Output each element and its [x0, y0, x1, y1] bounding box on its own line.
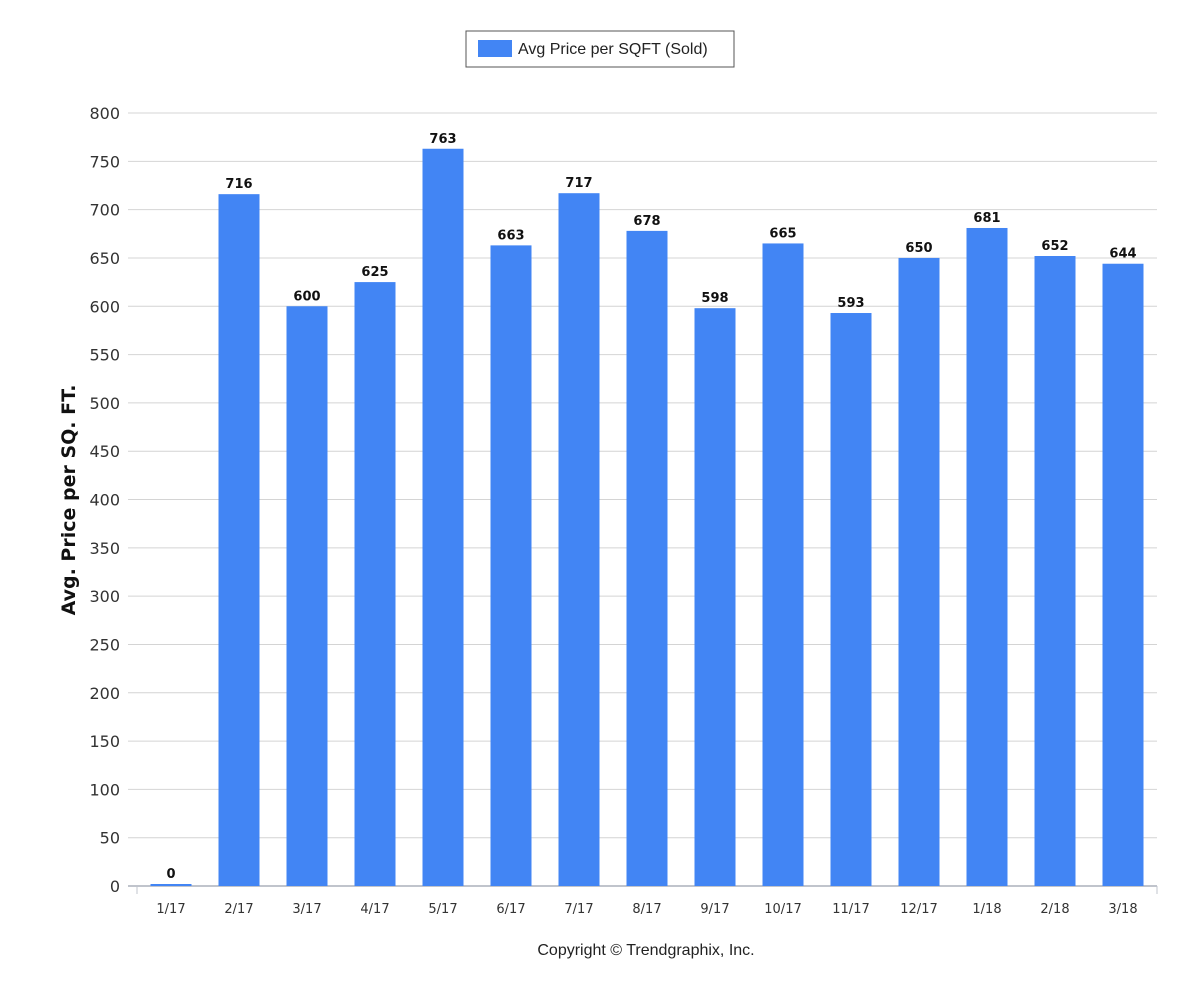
bar: [490, 245, 532, 887]
y-tick-label: 350: [89, 539, 120, 558]
legend[interactable]: Avg Price per SQFT (Sold): [465, 30, 735, 68]
y-tick-label: 50: [100, 829, 120, 848]
y-tick-label: 0: [110, 877, 120, 896]
bar: [694, 308, 736, 886]
y-tick-label: 100: [89, 780, 120, 799]
y-tick-label: 250: [89, 635, 120, 654]
data-label: 678: [633, 214, 660, 229]
y-tick-label: 450: [89, 442, 120, 461]
y-tick-label: 500: [89, 394, 120, 413]
data-label: 593: [837, 296, 864, 311]
data-label: 717: [565, 176, 592, 191]
x-tick-label: 9/17: [700, 902, 729, 917]
bar: [558, 193, 600, 887]
y-tick-label: 200: [89, 684, 120, 703]
data-label: 644: [1109, 247, 1136, 262]
y-tick-label: 300: [89, 587, 120, 606]
copyright-text: Copyright © Trendgraphix, Inc.: [537, 942, 754, 959]
x-tick-label: 4/17: [360, 902, 389, 917]
x-tick-label: 1/17: [156, 902, 185, 917]
x-axis-ticks: 1/17 2/17 3/17 4/17 5/17 6/17 7/17 8/17 9/17 10/1…: [156, 902, 1137, 917]
data-label: 598: [701, 291, 728, 306]
y-tick-label: 700: [89, 201, 120, 220]
y-tick-label: 150: [89, 732, 120, 751]
bar: [626, 230, 668, 886]
y-tick-label: 800: [89, 104, 120, 123]
bar: [966, 227, 1008, 886]
bar: [422, 148, 464, 887]
x-tick-label: 2/18: [1040, 902, 1069, 917]
x-tick-label: 10/17: [764, 902, 801, 917]
data-label: 625: [361, 265, 388, 280]
y-tick-label: 750: [89, 152, 120, 171]
bar: [286, 306, 328, 886]
x-tick-label: 6/17: [496, 902, 525, 917]
y-tick-label: 550: [89, 346, 120, 365]
x-tick-label: 11/17: [832, 902, 869, 917]
bar: [1102, 263, 1144, 886]
bar: [150, 884, 192, 886]
legend-label: Avg Price per SQFT (Sold): [518, 41, 708, 58]
bar: [830, 313, 872, 886]
x-tick-label: 12/17: [900, 902, 937, 917]
bar: [1034, 256, 1076, 886]
y-axis-ticks: 0 50 100 150 200 250 300 350 400 450 500 550 600 650 7…: [89, 104, 120, 896]
legend-swatch: [478, 40, 512, 57]
data-label: 0: [166, 867, 175, 882]
bar: [898, 257, 940, 886]
x-tick-label: 5/17: [428, 902, 457, 917]
bars: [150, 148, 1144, 887]
data-label: 600: [293, 289, 320, 304]
x-tick-label: 3/18: [1108, 902, 1137, 917]
data-label: 650: [905, 241, 932, 256]
y-axis-title: Avg. Price per SQ. FT.: [58, 385, 80, 616]
x-tick-label: 3/17: [292, 902, 321, 917]
x-tick-label: 8/17: [632, 902, 661, 917]
x-tick-label: 1/18: [972, 902, 1001, 917]
bar: [354, 282, 396, 886]
data-label: 663: [497, 228, 524, 243]
bar: [762, 243, 804, 887]
x-tick-label: 2/17: [224, 902, 253, 917]
bar: [218, 194, 260, 887]
y-tick-label: 650: [89, 249, 120, 268]
data-label: 716: [225, 177, 252, 192]
data-label: 681: [973, 211, 1000, 226]
data-label: 665: [769, 226, 796, 241]
x-tick-label: 7/17: [564, 902, 593, 917]
y-tick-label: 400: [89, 491, 120, 510]
data-labels: 0 716 600 625 763 663 717 678 598 665 593 650 681 652…: [166, 132, 1136, 882]
data-label: 652: [1041, 239, 1068, 254]
y-tick-label: 600: [89, 297, 120, 316]
data-label: 763: [429, 132, 456, 147]
